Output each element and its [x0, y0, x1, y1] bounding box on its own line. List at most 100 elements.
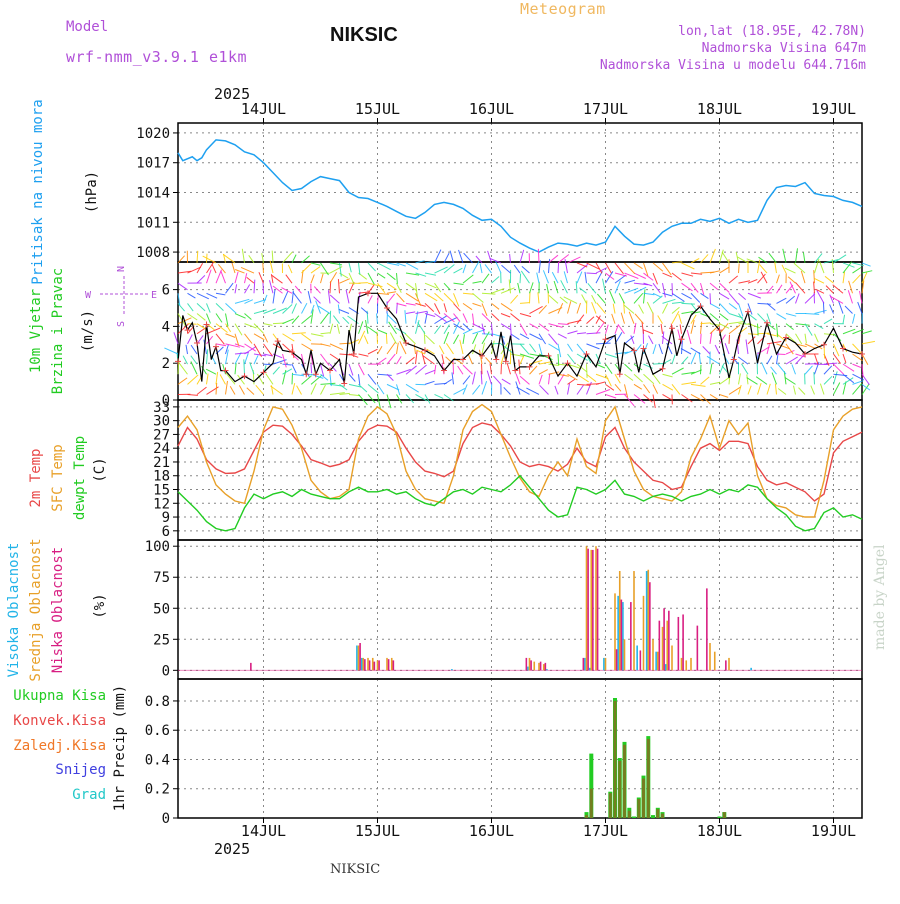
wind-arrow — [266, 374, 273, 385]
wind-arrow — [349, 364, 353, 375]
wind-arrow — [555, 386, 558, 395]
wind-arrow — [853, 314, 855, 324]
wind-arrow — [720, 250, 724, 263]
wind-marker — [617, 371, 623, 377]
wind-arrow — [339, 309, 349, 313]
wind-arrow — [539, 375, 542, 384]
wind-arrow — [359, 331, 365, 344]
compass-s: S — [116, 321, 127, 327]
wind-arrow — [197, 293, 209, 299]
wind-arrow — [368, 285, 374, 293]
wind-arrow — [549, 334, 558, 345]
wind-arrow — [568, 354, 575, 363]
model-label: Model — [66, 19, 108, 35]
wind-arrow — [538, 292, 539, 303]
wind-arrow — [597, 303, 606, 314]
wind-arrow — [435, 365, 436, 374]
wind-arrow — [824, 319, 832, 324]
wind-arrow — [245, 314, 252, 320]
wind-arrow — [460, 340, 463, 354]
x-day-label-bottom: 14JUL — [241, 822, 286, 840]
wind-arrow — [245, 273, 247, 283]
wind-arrow — [777, 364, 786, 375]
wind-arrow — [311, 263, 320, 265]
wind-arrow — [653, 374, 660, 384]
temp-sfc-label: SFC Temp — [50, 444, 66, 511]
wind-arrow — [482, 334, 492, 335]
x-day-label-top: 17JUL — [583, 100, 628, 118]
wind-arrow — [625, 280, 636, 283]
wind-arrow — [672, 384, 680, 394]
wind-arrow — [273, 290, 275, 304]
wind-arrow — [577, 385, 584, 394]
wind-arrow — [530, 344, 536, 352]
wind-arrow — [463, 293, 474, 294]
precip-legend-1: Konvek.Kisa — [13, 713, 106, 729]
wind-arrow — [522, 266, 530, 273]
wind-arrow — [758, 383, 762, 394]
y-tick-label: 0.4 — [145, 752, 170, 768]
wind-arrow — [530, 324, 539, 329]
wind-arrow — [321, 313, 329, 324]
wind-arrow — [653, 293, 662, 297]
y-tick-label: 2 — [162, 356, 170, 372]
wind-arrow — [514, 265, 520, 273]
wind-arrow — [767, 303, 775, 310]
wind-arrow — [815, 310, 827, 313]
wind-arrow — [845, 306, 853, 314]
wind-arrow — [292, 364, 296, 373]
precip-conv-bar — [609, 793, 612, 818]
wind-arrow — [235, 272, 238, 283]
wind-arrow — [444, 265, 454, 274]
wind-arrow — [406, 394, 414, 402]
wind-arrow — [197, 275, 205, 283]
wind-arrow — [226, 283, 234, 293]
wind-arrow — [739, 264, 740, 274]
wind-arrow — [609, 290, 615, 303]
wind-arrow — [473, 261, 480, 273]
wind-arrow — [748, 386, 751, 395]
wind-arrow — [283, 334, 295, 341]
wind-arrow — [785, 268, 796, 273]
panel-precip: 0.80.60.40.20 — [145, 679, 862, 827]
wind-arrow — [710, 283, 718, 290]
wind-arrow — [568, 331, 578, 334]
wind-arrow — [756, 377, 767, 385]
wind-arrow — [729, 335, 730, 344]
wind-arrow — [444, 317, 457, 323]
wind-arrow — [425, 394, 430, 403]
wind-arrow — [777, 314, 787, 320]
wind-arrow — [615, 324, 619, 333]
wind-arrow — [397, 303, 398, 314]
wind-arrow — [825, 276, 834, 283]
wind-arrow — [587, 374, 597, 381]
wind-arrow — [634, 374, 643, 382]
wind-arrow — [687, 330, 691, 344]
wind-arrow — [188, 293, 196, 298]
wind-arrow — [502, 265, 511, 273]
temp-unit-label: (C) — [92, 457, 108, 482]
wind-arrow — [643, 330, 653, 334]
wind-arrow — [587, 344, 600, 349]
wind-arrow — [579, 288, 586, 293]
wind-arrow — [710, 249, 715, 263]
wind-arrow — [387, 394, 391, 408]
wind-arrow — [824, 376, 832, 384]
wind-arrow — [378, 263, 391, 270]
wind-arrow — [216, 334, 224, 345]
wind-arrow — [834, 371, 838, 384]
wind-arrow — [492, 314, 500, 321]
wind-arrow — [188, 335, 193, 344]
wind-arrow — [720, 267, 730, 273]
wind-arrow — [767, 356, 772, 364]
wind-arrow — [321, 385, 326, 394]
wind-arrow — [796, 334, 802, 344]
precip-conv-bar — [647, 739, 650, 818]
wind-arrow — [520, 344, 529, 354]
wind-arrow — [820, 261, 824, 273]
precip-conv-bar — [642, 779, 645, 819]
wind-arrow — [311, 267, 320, 274]
wind-marker — [242, 373, 248, 379]
wind-arrow — [777, 275, 780, 284]
